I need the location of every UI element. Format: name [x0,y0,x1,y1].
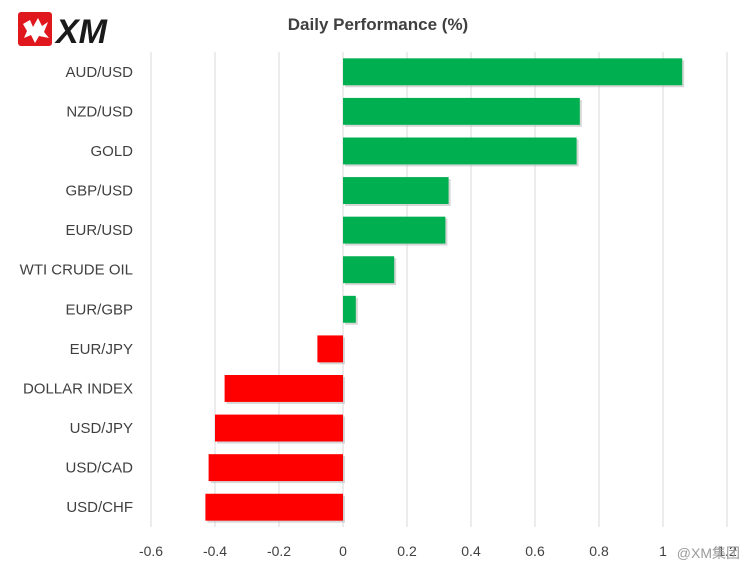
bar-wti-crude-oil [343,256,395,284]
bar-nzd-usd [343,97,580,125]
category-label: EUR/GBP [65,301,133,318]
x-tick-label: 1.2 [717,543,737,559]
x-tick-label: 0.6 [525,543,545,559]
bar-dollar-index [224,375,343,402]
category-label: EUR/JPY [70,341,133,358]
logo-text: XM [54,13,108,48]
logo-bull-icon [23,18,49,43]
bar-eur-jpy [317,335,343,363]
x-tick-label: 0.8 [589,543,609,559]
category-label: DOLLAR INDEX [23,380,133,397]
bar-aud-usd [343,58,683,86]
bar-usd-chf [205,493,343,521]
bar-usd-cad [208,454,343,482]
bar-gold [343,137,577,165]
category-labels: AUD/USD NZD/USD GOLD GBP/USD EUR/USD WTI CRUD… [20,64,134,516]
category-label: AUD/USD [65,64,133,81]
category-label: WTI CRUDE OIL [20,262,133,279]
x-tick-label: 0.4 [461,543,481,559]
x-tick-labels: -0.6 -0.4 -0.2 0 0.2 0.4 0.6 0.8 1 1.2 [139,543,737,559]
category-label: USD/CAD [65,460,133,477]
category-label: NZD/USD [66,103,133,120]
bar-usd-jpy [215,414,343,442]
gridlines [150,52,728,527]
x-tick-label: -0.6 [139,543,163,559]
bar-eur-usd [343,216,446,244]
x-tick-label: 0 [339,543,347,559]
x-tick-label: -0.4 [203,543,227,559]
chart-title: Daily Performance (%) [288,15,468,34]
category-label: EUR/USD [65,222,133,239]
watermark: @XM集团 [677,545,740,561]
xm-logo: XM [18,12,108,48]
category-label: GOLD [90,143,133,160]
x-tick-label: -0.2 [267,543,291,559]
bars [205,58,685,523]
bar-eur-gbp [343,295,356,323]
category-label: USD/CHF [66,499,133,516]
category-label: GBP/USD [65,183,133,200]
x-tick-label: 0.2 [397,543,417,559]
category-label: USD/JPY [70,420,133,437]
x-tick-label: 1 [659,543,667,559]
bar-gbp-usd [343,177,449,204]
